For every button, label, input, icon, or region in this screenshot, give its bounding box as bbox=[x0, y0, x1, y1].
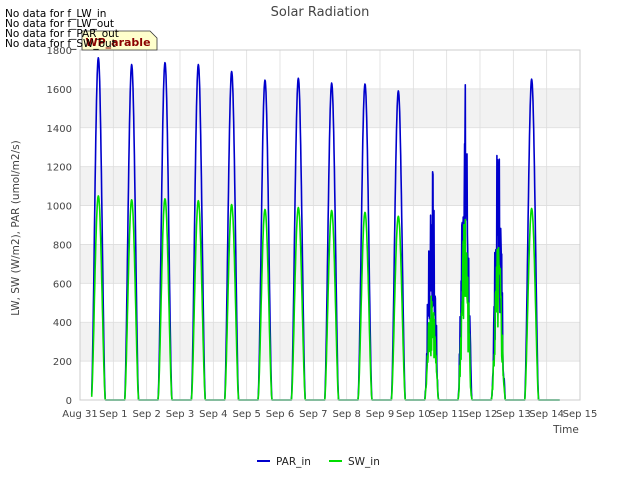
y-tick-label: 200 bbox=[53, 357, 72, 368]
x-tick-label: Sep 14 bbox=[529, 409, 564, 420]
x-tick-label: Sep 1 bbox=[99, 409, 127, 420]
x-tick-label: Sep 7 bbox=[299, 409, 327, 420]
y-tick-label: 600 bbox=[53, 279, 72, 290]
legend: PAR_in SW_in bbox=[257, 456, 380, 468]
legend-label-par-in: PAR_in bbox=[276, 456, 311, 468]
x-tick-label: Aug 31 bbox=[62, 409, 97, 420]
annotation-label: WP_arable bbox=[85, 36, 150, 49]
x-tick-label: Sep 3 bbox=[166, 409, 194, 420]
plot-frame bbox=[79, 49, 581, 401]
x-tick-label: Sep 2 bbox=[132, 409, 160, 420]
x-tick-label: Sep 13 bbox=[496, 409, 531, 420]
y-tick-label: 0 bbox=[66, 396, 72, 407]
x-tick-label: Sep 12 bbox=[463, 409, 498, 420]
y-tick-label: 800 bbox=[53, 240, 72, 251]
legend-label-sw-in: SW_in bbox=[348, 456, 380, 468]
x-tick-label: Sep 15 bbox=[563, 409, 598, 420]
x-tick-label: Sep 6 bbox=[266, 409, 294, 420]
x-axis-label: Time bbox=[552, 424, 579, 436]
no-data-note: No data for f_SW_out bbox=[5, 38, 116, 50]
x-tick-label: Sep 10 bbox=[396, 409, 431, 420]
y-axis-label: LW, SW (W/m2), PAR (umol/m2/s) bbox=[10, 140, 22, 315]
x-tick-label: Sep 4 bbox=[199, 409, 227, 420]
y-tick-label: 1200 bbox=[47, 163, 72, 174]
x-tick-label: Sep 11 bbox=[429, 409, 464, 420]
x-tick-label: Sep 9 bbox=[366, 409, 394, 420]
annotation-box: WP_arable bbox=[81, 30, 158, 51]
plot-band bbox=[80, 322, 580, 362]
y-tick-label: 1800 bbox=[47, 46, 72, 57]
y-tick-label: 400 bbox=[53, 318, 72, 329]
no-data-note: No data for f_PAR_out bbox=[5, 28, 119, 40]
y-tick-label: 1000 bbox=[47, 202, 72, 213]
x-tick-label: Sep 8 bbox=[332, 409, 360, 420]
y-tick-label: 1400 bbox=[47, 124, 72, 135]
chart-title: Solar Radiation bbox=[271, 5, 370, 20]
x-tick-label: Sep 5 bbox=[232, 409, 260, 420]
no-data-note: No data for f_LW_in bbox=[5, 8, 107, 20]
y-tick-label: 1600 bbox=[47, 85, 72, 96]
no-data-note: No data for f_LW_out bbox=[5, 18, 115, 30]
plot-band bbox=[80, 166, 580, 206]
